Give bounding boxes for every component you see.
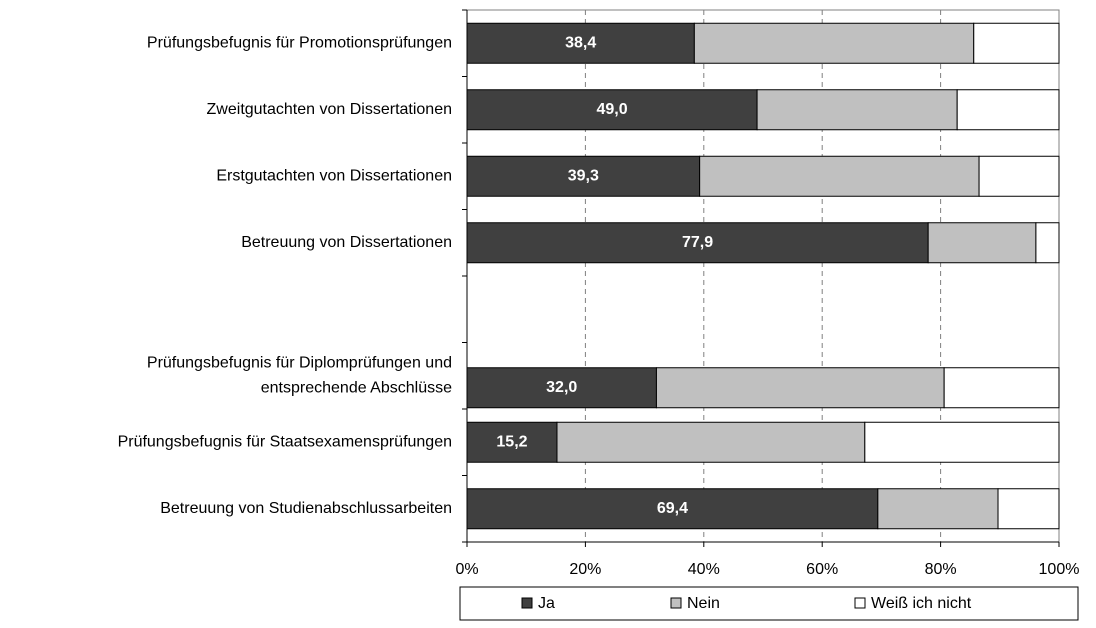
bar-segment	[877, 488, 999, 530]
data-label: 49,0	[596, 101, 627, 118]
y-tick-label: Prüfungsbefugnis für Promotionsprüfungen	[147, 34, 452, 51]
data-label: 38,4	[565, 34, 596, 51]
data-label: 39,3	[568, 167, 599, 184]
bar-segment	[864, 421, 1060, 463]
x-tick-label: 20%	[569, 561, 601, 578]
bar-segment	[466, 89, 758, 131]
x-tick-label: 0%	[455, 561, 478, 578]
data-label: 15,2	[496, 433, 527, 450]
legend-swatch	[521, 597, 533, 609]
bar-segment	[466, 155, 701, 197]
bar-segment	[699, 155, 980, 197]
x-tick-label: 40%	[688, 561, 720, 578]
data-label: 32,0	[546, 379, 577, 396]
legend-box	[459, 586, 1079, 621]
bar-segment	[756, 89, 958, 131]
bar-segment	[973, 22, 1060, 64]
y-tick-label: Prüfungsbefugnis für Diplomprüfungen und…	[147, 354, 452, 396]
bar-segment	[556, 421, 866, 463]
bar-segment	[997, 488, 1060, 530]
y-tick-label: Prüfungsbefugnis für Staatsexamensprüfun…	[118, 433, 452, 450]
y-tick-label: Erstgutachten von Dissertationen	[216, 167, 452, 184]
data-label: 77,9	[682, 234, 713, 251]
bar-segment	[466, 222, 929, 264]
bar-segment	[655, 367, 945, 409]
legend-label: Weiß ich nicht	[871, 595, 972, 612]
bar-segment	[927, 222, 1037, 264]
legend-swatch	[670, 597, 682, 609]
bar-segment	[956, 89, 1060, 131]
bar-segment	[693, 22, 975, 64]
x-tick-label: 80%	[925, 561, 957, 578]
bar-segment	[943, 367, 1060, 409]
legend-label: Nein	[687, 595, 720, 612]
y-tick-label: Betreuung von Studienabschlussarbeiten	[160, 500, 452, 517]
legend-swatch	[854, 597, 866, 609]
x-tick-label: 100%	[1039, 561, 1080, 578]
bar-segment	[466, 22, 695, 64]
bar-segment	[466, 421, 558, 463]
bar-segment	[466, 488, 879, 530]
y-tick-label: Zweitgutachten von Dissertationen	[207, 101, 452, 118]
data-label: 69,4	[657, 500, 688, 517]
legend-label: Ja	[538, 595, 555, 612]
bar-segment	[978, 155, 1060, 197]
x-tick-label: 60%	[806, 561, 838, 578]
y-tick-label: Betreuung von Dissertationen	[241, 234, 452, 251]
bar-segment	[1035, 222, 1060, 264]
